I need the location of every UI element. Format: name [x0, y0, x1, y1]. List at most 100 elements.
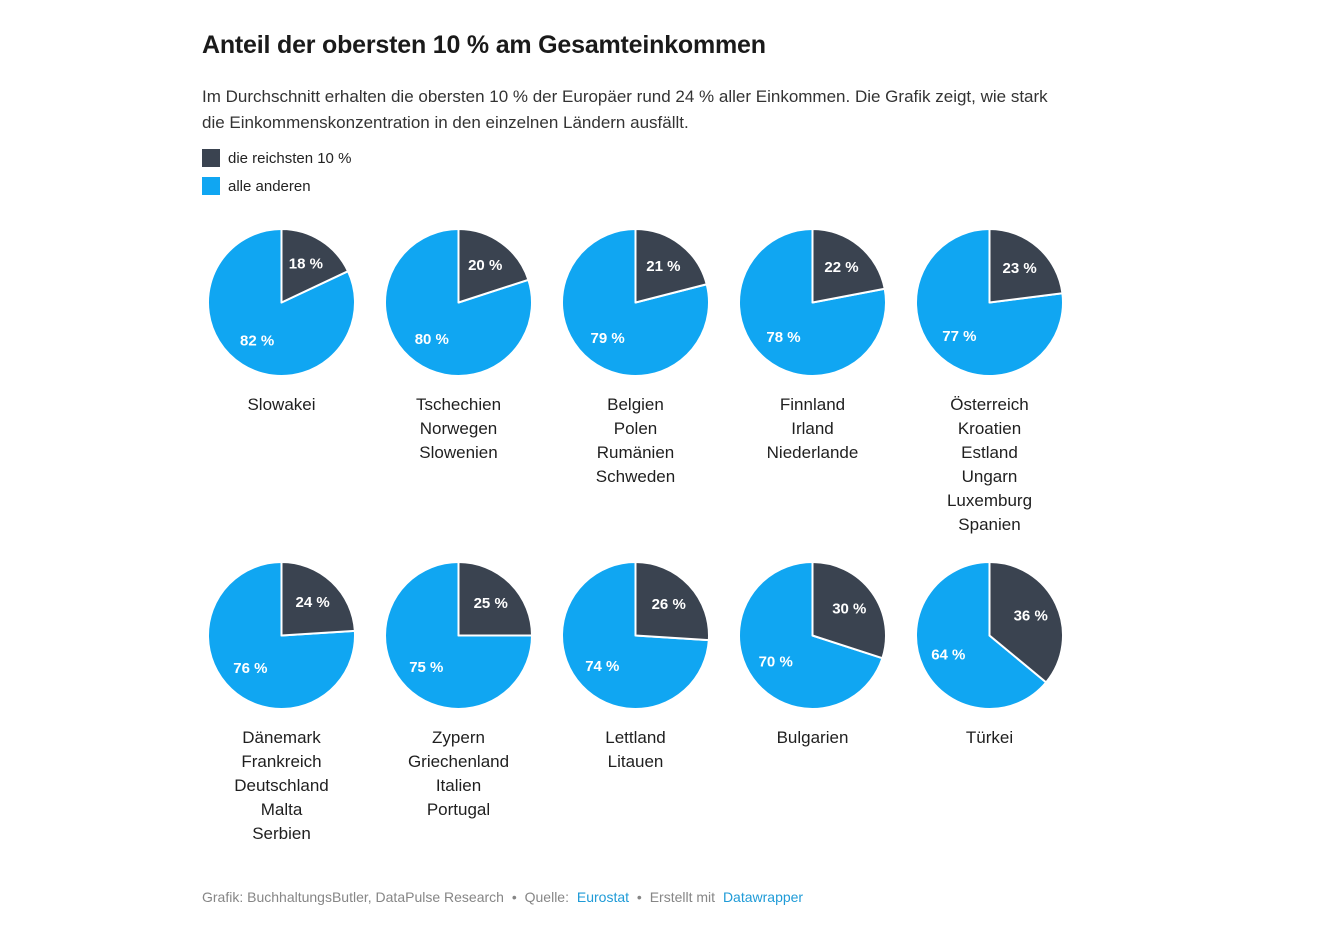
- pie-country-label: Türkei: [966, 726, 1013, 750]
- country-name: Tschechien: [415, 395, 502, 414]
- country-name: Österreich: [950, 395, 1029, 414]
- legend-label-top10: die reichsten 10 %: [228, 149, 352, 167]
- country-name: Litauen: [607, 752, 664, 771]
- slice-top10: [811, 229, 886, 304]
- slice-top10: [634, 229, 708, 304]
- pie-group: 36 % 64 % Türkei: [901, 562, 1078, 846]
- pie-group: 18 % 82 % Slowakei: [193, 229, 370, 537]
- country-name: Türkei: [965, 728, 1014, 747]
- footer: Grafik: BuchhaltungsButler, DataPulse Re…: [202, 889, 807, 905]
- pie-chart: 18 % 82 %: [208, 229, 355, 376]
- country-name: Spanien: [958, 515, 1021, 534]
- footer-source-link[interactable]: Eurostat: [576, 889, 630, 905]
- slice-top10: [988, 562, 1063, 684]
- slice-value-label: 82 %: [240, 332, 274, 349]
- slice-value-label: 23 %: [1002, 260, 1036, 277]
- legend-item-top10: die reichsten 10 %: [202, 149, 351, 167]
- slice-top10: [988, 229, 1063, 304]
- country-name: Malta: [260, 800, 303, 819]
- slice-value-label: 36 %: [1014, 608, 1048, 625]
- country-name: Bulgarien: [776, 728, 849, 747]
- footer-separator: •: [636, 889, 642, 905]
- slice-value-label: 20 %: [468, 257, 502, 274]
- country-name: Schweden: [595, 467, 676, 486]
- slice-top10: [634, 562, 709, 642]
- country-name: Kroatien: [957, 419, 1022, 438]
- country-name: Frankreich: [241, 752, 322, 771]
- page-title: Anteil der obersten 10 % am Gesamteinkom…: [202, 31, 766, 59]
- pie-group: 25 % 75 % Zypern Griechenland Italien Portuga…: [370, 562, 547, 846]
- slice-top10: [457, 562, 532, 637]
- pie-country-label: Tschechien Norwegen Slowenien: [416, 393, 501, 465]
- slice-value-label: 64 %: [931, 646, 965, 663]
- slice-top10: [457, 229, 530, 304]
- country-name: Slowenien: [419, 443, 498, 462]
- slice-top10: [811, 562, 886, 660]
- pie-group: 23 % 77 % Österreich Kroatien Estland Ungarn L…: [901, 229, 1078, 537]
- country-name: Rumänien: [596, 443, 675, 462]
- pie-country-label: Belgien Polen Rumänien Schweden: [596, 393, 675, 489]
- footer-source-label: Quelle:: [524, 889, 569, 905]
- pie-chart: 25 % 75 %: [385, 562, 532, 709]
- slice-others: [916, 562, 1048, 709]
- country-name: Belgien: [607, 395, 664, 414]
- country-name: Dänemark: [242, 728, 321, 747]
- pie-group: 26 % 74 % Lettland Litauen: [547, 562, 724, 846]
- country-name: Norwegen: [419, 419, 498, 438]
- country-name: Portugal: [426, 800, 491, 819]
- pie-grid-row-1: 18 % 82 % Slowakei 20 % 80 % Tschechien Norweg…: [193, 229, 1078, 537]
- slice-value-label: 77 %: [942, 328, 976, 345]
- pie-grid-row-2: 24 % 76 % Dänemark Frankreich Deutschland Mal…: [193, 562, 1078, 846]
- pie-chart: 24 % 76 %: [208, 562, 355, 709]
- country-name: Polen: [613, 419, 658, 438]
- pie-country-label: Bulgarien: [777, 726, 849, 750]
- country-name: Luxemburg: [946, 491, 1033, 510]
- page-subtitle: Im Durchschnitt erhalten die obersten 10…: [202, 87, 1048, 132]
- country-name: Ungarn: [961, 467, 1018, 486]
- country-name: Zypern: [432, 728, 485, 747]
- country-name: Italien: [435, 776, 482, 795]
- footer-tool-link[interactable]: Datawrapper: [722, 889, 804, 905]
- legend: die reichsten 10 % alle anderen: [202, 149, 351, 205]
- pie-group: 22 % 78 % Finnland Irland Niederlande: [724, 229, 901, 537]
- slice-value-label: 25 %: [474, 595, 508, 612]
- slice-value-label: 80 %: [415, 331, 449, 348]
- slice-value-label: 24 %: [295, 594, 329, 611]
- legend-item-others: alle anderen: [202, 177, 351, 195]
- pie-chart: 30 % 70 %: [739, 562, 886, 709]
- pie-chart: 23 % 77 %: [916, 229, 1063, 376]
- slice-top10: [280, 562, 355, 637]
- slice-value-label: 79 %: [590, 330, 624, 347]
- pie-chart: 36 % 64 %: [916, 562, 1063, 709]
- pie-chart: 20 % 80 %: [385, 229, 532, 376]
- slice-value-label: 30 %: [832, 600, 866, 617]
- slice-value-label: 75 %: [409, 659, 443, 676]
- pie-country-label: Lettland Litauen: [605, 726, 666, 774]
- pie-country-label: Zypern Griechenland Italien Portugal: [408, 726, 509, 822]
- country-name: Irland: [791, 419, 834, 438]
- footer-credit: Grafik: BuchhaltungsButler, DataPulse Re…: [202, 889, 504, 905]
- slice-top10: [280, 229, 349, 304]
- slice-value-label: 74 %: [585, 658, 619, 675]
- slice-others: [385, 562, 532, 709]
- footer-made-with-label: Erstellt mit: [649, 889, 716, 905]
- pie-chart: 21 % 79 %: [562, 229, 709, 376]
- slice-others: [739, 562, 884, 709]
- slice-value-label: 18 %: [289, 256, 323, 273]
- legend-swatch-others-icon: [202, 177, 220, 195]
- slice-value-label: 76 %: [233, 660, 267, 677]
- pie-chart: 22 % 78 %: [739, 229, 886, 376]
- pie-country-label: Dänemark Frankreich Deutschland Malta Serbie…: [234, 726, 329, 846]
- slice-value-label: 78 %: [766, 329, 800, 346]
- country-name: Griechenland: [407, 752, 510, 771]
- country-name: Niederlande: [766, 443, 859, 462]
- pie-country-label: Finnland Irland Niederlande: [767, 393, 859, 465]
- country-name: Deutschland: [234, 776, 329, 795]
- country-name: Finnland: [779, 395, 846, 414]
- country-name: Serbien: [252, 824, 311, 843]
- pie-group: 21 % 79 % Belgien Polen Rumänien Schweden: [547, 229, 724, 537]
- footer-separator: •: [511, 889, 517, 905]
- country-name: Estland: [961, 443, 1018, 462]
- country-name: Slowakei: [247, 395, 316, 414]
